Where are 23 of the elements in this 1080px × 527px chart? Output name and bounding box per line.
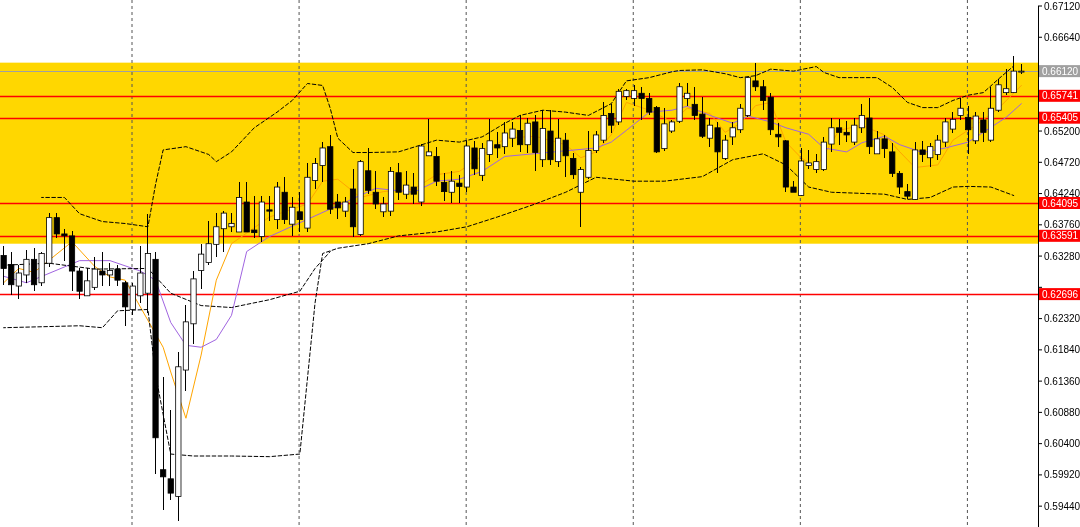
y-tick-label: 0.66640	[1044, 31, 1080, 43]
y-tick-label: 0.59920	[1044, 469, 1080, 481]
y-tick-label: 0.62320	[1044, 313, 1080, 325]
y-tick-label: 0.59440	[1044, 500, 1080, 512]
y-tick-label: 0.65200	[1044, 125, 1080, 137]
y-tick-label: 0.67120	[1044, 0, 1080, 12]
y-tick-label: 0.64240	[1044, 188, 1080, 200]
ref-line-label: 0.65405	[1042, 112, 1079, 124]
y-tick-label: 0.61840	[1044, 344, 1080, 356]
ref-line-label: 0.63591	[1042, 230, 1079, 242]
y-tick-label: 0.64720	[1044, 156, 1080, 168]
y-tick-label: 0.60880	[1044, 406, 1080, 418]
ref-line-label: 0.62696	[1042, 288, 1079, 300]
ref-line-label: 0.66120	[1042, 65, 1079, 77]
y-tick-label: 0.60400	[1044, 438, 1080, 450]
candlestick	[775, 122, 782, 148]
ref-line-label: 0.65741	[1042, 90, 1079, 102]
candlestick	[957, 97, 964, 121]
y-tick-label: 0.61360	[1044, 375, 1080, 387]
y-tick-label: 0.63280	[1044, 250, 1080, 262]
line-series	[3, 84, 1022, 419]
y-tick-label: 0.63760	[1044, 219, 1080, 231]
ref-line-label: 0.64095	[1042, 197, 1079, 209]
